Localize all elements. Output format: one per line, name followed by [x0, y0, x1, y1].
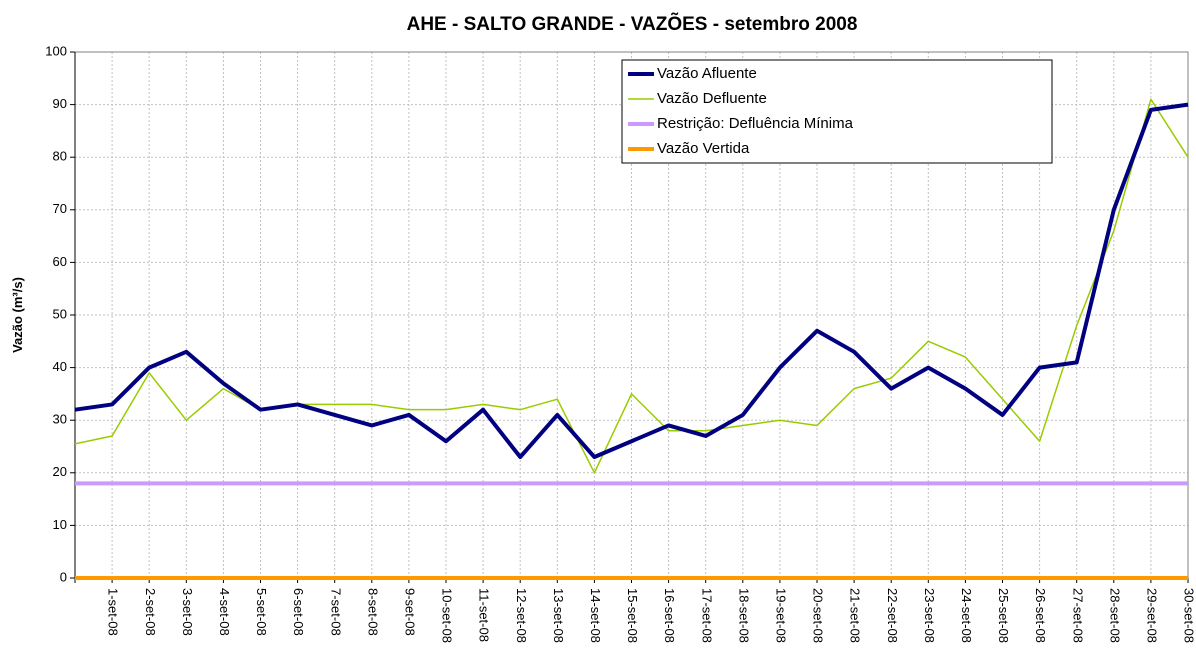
y-tick-label: 0 — [60, 569, 67, 584]
x-tick-label: 27-set-08 — [1070, 588, 1085, 643]
x-tick-label: 6-set-08 — [291, 588, 306, 636]
x-tick-label: 14-set-08 — [588, 588, 603, 643]
y-tick-label: 30 — [53, 412, 67, 427]
x-tick-label: 25-set-08 — [996, 588, 1011, 643]
y-tick-label: 60 — [53, 254, 67, 269]
x-tick-label: 16-set-08 — [662, 588, 677, 643]
legend-label: Vazão Afluente — [657, 65, 757, 82]
x-tick-label: 13-set-08 — [551, 588, 566, 643]
legend-box — [621, 59, 1053, 164]
x-tick-label: 30-set-08 — [1182, 588, 1196, 643]
x-tick-label: 17-set-08 — [699, 588, 714, 643]
x-tick-label: 15-set-08 — [625, 588, 640, 643]
legend-label: Restrição: Defluência Mínima — [657, 115, 854, 132]
chart-title: AHE - SALTO GRANDE - VAZÕES - setembro 2… — [407, 13, 858, 35]
x-tick-label: 21-set-08 — [848, 588, 863, 643]
legend-label: Vazão Vertida — [657, 140, 750, 157]
x-tick-label: 1-set-08 — [106, 588, 121, 636]
y-tick-label: 80 — [53, 149, 67, 164]
y-tick-label: 90 — [53, 96, 67, 111]
x-tick-label: 8-set-08 — [365, 588, 380, 636]
series-line — [74, 102, 1189, 460]
x-tick-label: 2-set-08 — [143, 588, 158, 636]
x-tick-label: 26-set-08 — [1033, 588, 1048, 643]
y-tick-label: 10 — [53, 517, 67, 532]
x-tick-label: 24-set-08 — [959, 588, 974, 643]
x-tick-label: 19-set-08 — [773, 588, 788, 643]
x-tick-label: 7-set-08 — [328, 588, 343, 636]
x-tick-label: 9-set-08 — [402, 588, 417, 636]
x-tick-label: 28-set-08 — [1107, 588, 1122, 643]
x-tick-label: 18-set-08 — [736, 588, 751, 643]
x-tick-label: 4-set-08 — [217, 588, 232, 636]
x-tick-label: 29-set-08 — [1144, 588, 1159, 643]
x-tick-label: 10-set-08 — [440, 588, 455, 643]
x-tick-label: 20-set-08 — [811, 588, 826, 643]
y-tick-label: 100 — [45, 43, 67, 58]
x-tick-label: 5-set-08 — [254, 588, 269, 636]
x-tick-label: 22-set-08 — [885, 588, 900, 643]
y-tick-label: 40 — [53, 359, 67, 374]
x-tick-label: 23-set-08 — [922, 588, 937, 643]
x-tick-label: 11-set-08 — [477, 588, 492, 642]
x-tick-label: 12-set-08 — [514, 588, 529, 643]
y-axis-label: Vazão (m³/s) — [10, 277, 25, 353]
legend-label: Vazão Defluente — [657, 90, 767, 107]
x-tick-label: 3-set-08 — [180, 588, 195, 636]
y-tick-label: 20 — [53, 464, 67, 479]
y-tick-label: 50 — [53, 306, 67, 321]
y-tick-label: 70 — [53, 201, 67, 216]
